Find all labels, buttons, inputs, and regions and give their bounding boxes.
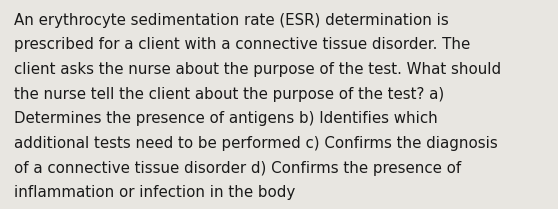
Text: An erythrocyte sedimentation rate (ESR) determination is: An erythrocyte sedimentation rate (ESR) …	[14, 13, 449, 28]
Text: additional tests need to be performed c) Confirms the diagnosis: additional tests need to be performed c)…	[14, 136, 498, 151]
Text: client asks the nurse about the purpose of the test. What should: client asks the nurse about the purpose …	[14, 62, 501, 77]
Text: the nurse tell the client about the purpose of the test? a): the nurse tell the client about the purp…	[14, 87, 444, 102]
Text: of a connective tissue disorder d) Confirms the presence of: of a connective tissue disorder d) Confi…	[14, 161, 461, 176]
Text: Determines the presence of antigens b) Identifies which: Determines the presence of antigens b) I…	[14, 111, 437, 126]
Text: inflammation or infection in the body: inflammation or infection in the body	[14, 185, 295, 200]
Text: prescribed for a client with a connective tissue disorder. The: prescribed for a client with a connectiv…	[14, 37, 470, 52]
